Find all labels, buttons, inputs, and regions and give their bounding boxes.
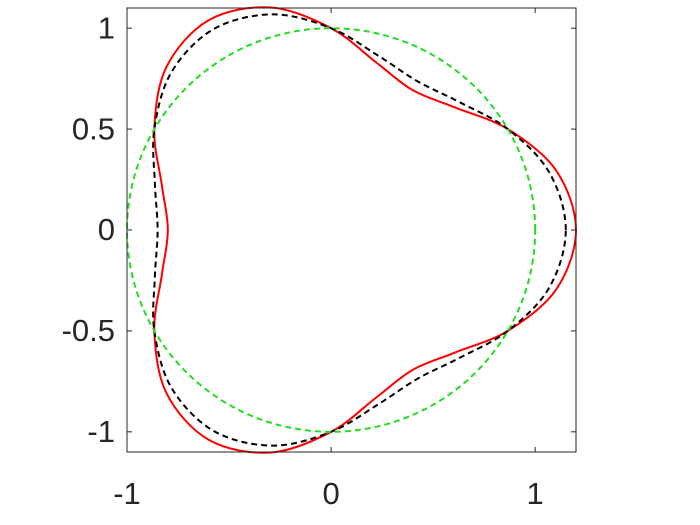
y-tick-label: 0 [98, 212, 115, 247]
line-series [125, 27, 537, 433]
x-tick-label: 0 [322, 476, 339, 511]
x-tick-label: 1 [527, 476, 544, 511]
line-series [152, 13, 567, 447]
y-tick-label: 0.5 [72, 111, 115, 146]
axes-box [126, 7, 577, 453]
line-series [153, 6, 577, 454]
y-tick-label: -0.5 [62, 313, 115, 348]
y-tick-label: -1 [87, 414, 115, 449]
y-tick-label: 1 [98, 10, 115, 45]
x-tick-label: -1 [113, 476, 141, 511]
